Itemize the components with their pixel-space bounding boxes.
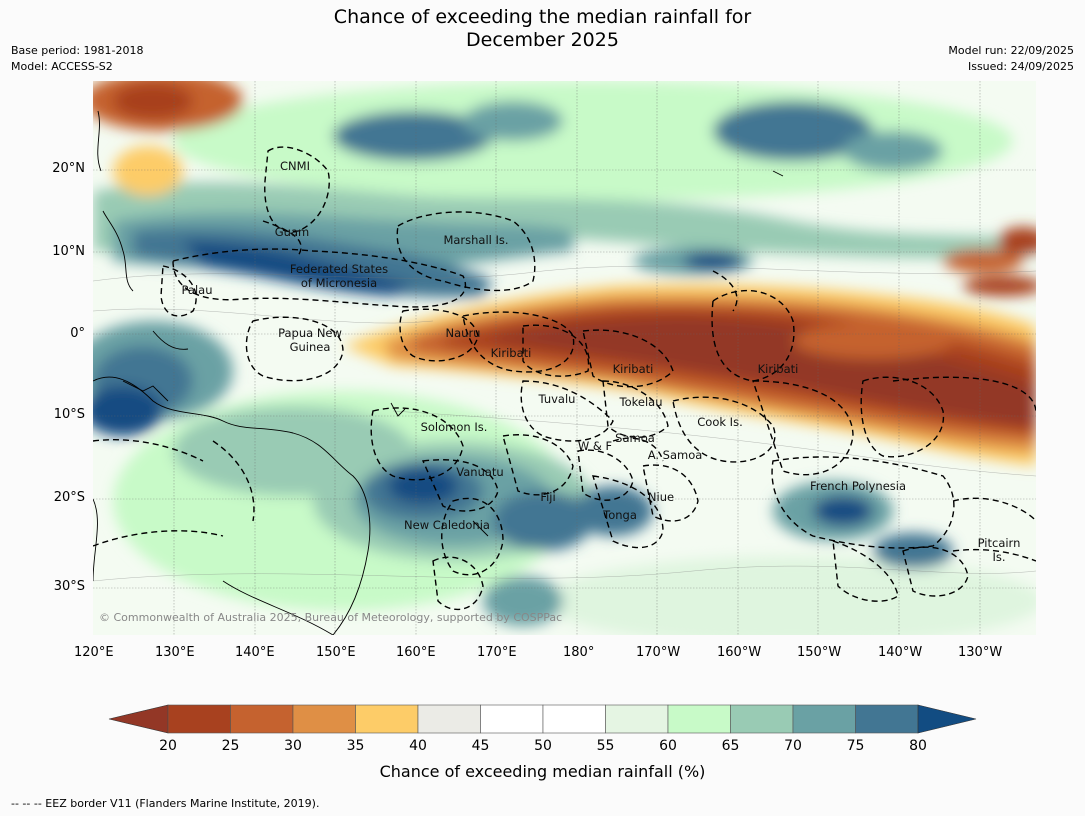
lon-tick-150e: 150°E [316,645,356,660]
model-run: Model run: 22/09/2025 [948,43,1074,59]
map-panel: CNMI Guam Marshall Is. Federated States … [93,81,1036,635]
meta-right: Model run: 22/09/2025 Issued: 24/09/2025 [948,43,1074,75]
label-fiji: Fiji [540,490,555,504]
colorbar-segment [731,705,794,733]
label-cnmi: CNMI [280,159,310,173]
colorbar-tick-label: 70 [784,738,802,754]
title-line-1: Chance of exceeding the median rainfall … [0,6,1085,29]
label-tokelau: Tokelau [619,395,663,409]
colorbar-tick-label: 45 [472,738,490,754]
colorbar: 20 25 30 35 40 45 50 55 60 65 70 75 80 [105,700,981,760]
colorbar-tick-label: 50 [534,738,552,754]
issued-date: Issued: 24/09/2025 [948,59,1074,75]
label-fsm-2: of Micronesia [301,276,377,290]
label-cook: Cook Is. [697,415,742,429]
rainfall-map: CNMI Guam Marshall Is. Federated States … [93,81,1036,635]
lat-tick-30s: 30°S [54,579,85,594]
lon-tick-130w: 130°W [958,645,1002,660]
colorbar-label: Chance of exceeding median rainfall (%) [0,762,1085,781]
lat-tick-20n: 20°N [52,161,85,176]
colorbar-segment [481,705,544,733]
colorbar-segment [293,705,356,733]
lon-tick-120e: 120°E [74,645,114,660]
colorbar-segment [543,705,606,733]
colorbar-segment [231,705,294,733]
colorbar-segment [856,705,919,733]
label-new-caledonia: New Caledonia [404,518,490,532]
colorbar-ticks: 20 25 30 35 40 45 50 55 60 65 70 75 80 [159,738,927,754]
colorbar-tick-label: 60 [659,738,677,754]
colorbar-tick-label: 55 [597,738,615,754]
label-niue: Niue [648,490,674,504]
colorbar-segments [109,705,976,733]
copyright-text: © Commonwealth of Australia 2025, Bureau… [99,611,562,624]
lat-tick-0: 0° [70,326,85,341]
model-name: Model: ACCESS-S2 [11,59,143,75]
label-pitcairn-2: Is. [992,550,1005,564]
label-vanuatu: Vanuatu [456,465,503,479]
lat-tick-10s: 10°S [54,407,85,422]
meta-left: Base period: 1981-2018 Model: ACCESS-S2 [11,43,143,75]
colorbar-tick-label: 65 [722,738,740,754]
lon-tick-160w: 160°W [717,645,761,660]
base-period: Base period: 1981-2018 [11,43,143,59]
eez-footnote: -- -- -- EEZ border V11 (Flanders Marine… [11,797,319,810]
colorbar-tick-label: 80 [909,738,927,754]
label-guam: Guam [275,225,309,239]
label-asamoa: A. Samoa [648,448,703,462]
title-line-2: December 2025 [0,29,1085,52]
label-palau: Palau [182,283,213,297]
label-tuvalu: Tuvalu [538,392,576,406]
label-png-2: Guinea [290,340,331,354]
lon-tick-160e: 160°E [396,645,436,660]
label-nauru: Nauru [446,326,481,340]
colorbar-tick-label: 35 [347,738,365,754]
colorbar-segment [356,705,419,733]
colorbar-tick-label: 30 [284,738,302,754]
label-png-1: Papua New [278,326,342,340]
lon-tick-180: 180° [563,645,594,660]
label-french-polynesia: French Polynesia [810,479,906,493]
lon-tick-170w: 170°W [636,645,680,660]
colorbar-tick-label: 25 [222,738,240,754]
label-wf: W & F [578,439,612,453]
label-solomon: Solomon Is. [421,420,488,434]
lon-tick-150w: 150°W [797,645,841,660]
colorbar-tick-label: 40 [409,738,427,754]
colorbar-segment [793,705,856,733]
label-kiribati-2: Kiribati [613,362,654,376]
label-marshall: Marshall Is. [443,233,508,247]
lon-tick-170e: 170°E [477,645,517,660]
colorbar-under-arrow [109,705,168,733]
chart-title: Chance of exceeding the median rainfall … [0,6,1085,52]
label-fsm-1: Federated States [290,262,388,276]
lon-tick-130e: 130°E [155,645,195,660]
label-pitcairn-1: Pitcairn [978,536,1021,550]
colorbar-tick-label: 20 [159,738,177,754]
label-tonga: Tonga [602,508,637,522]
colorbar-over-arrow [918,705,976,733]
label-samoa: Samoa [615,431,655,445]
colorbar-segment [418,705,481,733]
colorbar-tick-label: 75 [847,738,865,754]
lat-tick-10n: 10°N [52,244,85,259]
label-kiribati-1: Kiribati [491,346,532,360]
lon-tick-140e: 140°E [235,645,275,660]
label-kiribati-3: Kiribati [758,362,799,376]
colorbar-segment [668,705,731,733]
lat-tick-20s: 20°S [54,490,85,505]
lon-tick-140w: 140°W [878,645,922,660]
colorbar-segment [168,705,231,733]
colorbar-segment [606,705,669,733]
